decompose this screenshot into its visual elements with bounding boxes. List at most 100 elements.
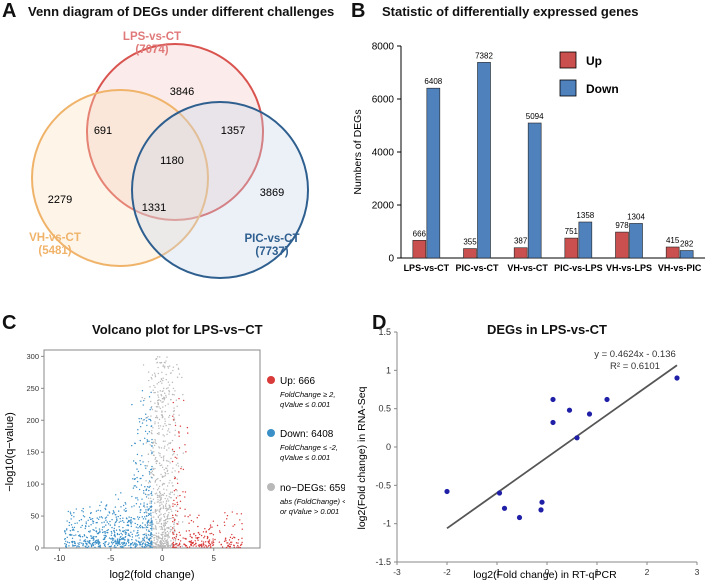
volcano-point xyxy=(163,516,166,518)
volcano-point xyxy=(151,408,154,411)
volcano-point xyxy=(149,509,152,512)
volcano-point xyxy=(201,540,203,542)
volcano-point xyxy=(195,545,197,547)
volcano-point xyxy=(171,528,173,531)
volcano-point xyxy=(157,536,159,538)
volcano-point xyxy=(143,533,146,536)
volcano-point xyxy=(241,528,244,530)
bar-value-label: 1358 xyxy=(576,211,594,220)
volcano-point xyxy=(159,494,161,497)
volcano-point xyxy=(149,444,151,446)
volcano-point xyxy=(147,534,150,536)
scatter-point xyxy=(574,435,580,441)
volcano-point xyxy=(150,400,152,403)
volcano-point xyxy=(189,514,191,516)
volcano-point xyxy=(190,519,193,522)
volcano-point xyxy=(158,418,161,421)
volcano-point xyxy=(156,496,159,499)
volcano-point xyxy=(126,521,129,524)
volcano-point xyxy=(109,520,111,523)
volcano-point xyxy=(150,391,152,394)
volcano-point xyxy=(78,519,81,522)
scatter-point xyxy=(501,505,508,511)
volcano-point xyxy=(137,540,140,543)
volcano-point xyxy=(121,519,124,522)
volcano-point xyxy=(75,534,77,536)
volcano-point xyxy=(168,527,170,530)
volcano-point xyxy=(103,544,106,546)
volcano-point xyxy=(224,524,226,527)
volcano-point xyxy=(70,518,72,520)
volcano-point xyxy=(184,444,186,446)
volcano-point xyxy=(143,540,146,542)
volcano-point xyxy=(210,532,213,535)
bar-down xyxy=(629,223,643,259)
volcano-point xyxy=(104,543,106,545)
volcano-point xyxy=(132,487,135,489)
volcano-point xyxy=(170,525,172,528)
volcano-point xyxy=(99,510,102,512)
volcano-point xyxy=(127,529,130,531)
volcano-point xyxy=(145,532,147,535)
volcano-point xyxy=(146,526,149,529)
volcano-point xyxy=(154,416,157,419)
volcano-point xyxy=(157,501,159,503)
volcano-point xyxy=(160,533,163,536)
volcano-point xyxy=(112,538,114,540)
volcano-point xyxy=(119,517,121,520)
volcano-point xyxy=(96,532,99,535)
volcano-point xyxy=(71,529,74,531)
volcano-point xyxy=(122,526,124,529)
volcano-point xyxy=(169,431,171,433)
bar-category-label: PIC-vs-CT xyxy=(455,263,499,273)
volcano-point xyxy=(162,543,165,545)
volcano-point xyxy=(165,394,167,397)
volcano-point xyxy=(143,506,146,508)
volcano-point xyxy=(151,429,153,432)
volcano-point xyxy=(125,542,128,544)
volcano-point xyxy=(231,533,233,536)
volcano-point xyxy=(79,534,81,536)
volcano-point xyxy=(157,425,160,427)
volcano-point xyxy=(115,494,117,496)
volcano-point xyxy=(133,478,136,481)
volcano-point xyxy=(151,470,154,472)
volcano-point xyxy=(160,528,162,531)
legend-nodeg-note2: or qValue > 0.001 xyxy=(280,507,339,516)
volcano-point xyxy=(165,387,168,390)
volcano-point xyxy=(203,546,205,548)
volcano-point xyxy=(172,387,175,390)
volcano-point xyxy=(87,519,89,522)
volcano-point xyxy=(180,466,183,468)
volcano-point xyxy=(128,516,130,518)
volcano-point xyxy=(64,542,66,545)
volcano-point xyxy=(156,406,159,408)
volcano-point xyxy=(71,514,73,517)
volcano-point xyxy=(177,367,180,370)
volcano-point xyxy=(146,503,148,505)
volcano-point xyxy=(168,500,170,502)
bar-category-label: VH-vs-PIC xyxy=(658,263,702,273)
volcano-point xyxy=(142,492,145,494)
volcano-point xyxy=(116,538,119,540)
volcano-point xyxy=(71,534,73,536)
volcano-point xyxy=(141,522,144,524)
volcano-point xyxy=(137,534,140,536)
volcano-point xyxy=(147,482,150,484)
volcano-point xyxy=(101,529,103,531)
volcano-point xyxy=(152,442,155,444)
volcano-point xyxy=(105,519,107,521)
volcano-point xyxy=(74,542,76,545)
volcano-point xyxy=(79,536,82,538)
volcano-point xyxy=(238,546,240,548)
volcano-point xyxy=(159,547,161,549)
volcano-point xyxy=(149,468,152,471)
volcano-point xyxy=(141,540,143,542)
volcano-point xyxy=(184,491,187,493)
scatter-title: DEGs in LPS-vs-CT xyxy=(487,322,607,337)
volcano-point xyxy=(152,523,155,525)
legend-nodeg-label: no−DEGs: 65983 xyxy=(280,483,345,494)
volcano-point xyxy=(157,516,160,519)
volcano-point xyxy=(127,534,130,536)
volcano-point xyxy=(181,521,184,523)
